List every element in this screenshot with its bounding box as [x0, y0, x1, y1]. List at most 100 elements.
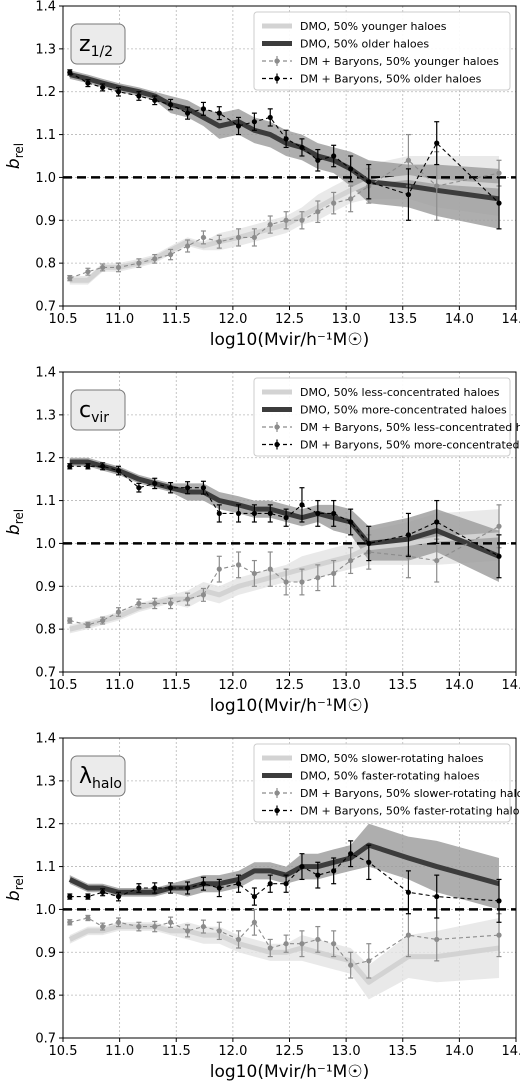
band-series-2: [69, 70, 500, 229]
y-axis-label: brel: [4, 875, 26, 901]
data-point: [405, 191, 412, 198]
data-point: [200, 234, 207, 241]
data-point: [85, 622, 91, 628]
data-point: [136, 923, 142, 930]
series-line-3: [69, 917, 500, 966]
data-point: [348, 166, 354, 172]
chart-panel-1: 10.5 11.0 11.5 12.0 12.5 13.0 13.5 14.0 14.5 0.7 0…: [4, 0, 520, 350]
data-point: [434, 936, 440, 943]
data-point: [366, 179, 372, 185]
data-point: [315, 157, 321, 163]
panel-label-main: λ: [79, 764, 92, 789]
x-axis-label-text: log10(Mvir/h⁻¹M☉): [210, 330, 369, 350]
y-tick-label: 1.3: [35, 42, 56, 57]
y-axis-label-main: b: [4, 524, 24, 535]
legend-entry-3: DM + Baryons, 50% younger haloes: [300, 55, 499, 68]
data-point: [115, 467, 122, 474]
data-point: [200, 592, 207, 598]
y-tick-label: 0.7: [35, 1032, 56, 1047]
data-point: [216, 566, 222, 572]
data-point: [348, 557, 354, 564]
data-point: [115, 264, 122, 271]
data-point: [331, 570, 337, 577]
data-point: [167, 485, 174, 491]
data-point: [167, 101, 174, 108]
panel-label-sub: halo: [92, 776, 122, 792]
data-point: [315, 510, 321, 517]
x-tick-label: 12.5: [275, 312, 304, 327]
legend-entry-4: DM + Baryons, 50% faster-rotating haloes: [300, 805, 520, 818]
legend-entry-3: DM + Baryons, 50% slower-rotating haloes: [300, 787, 520, 800]
data-point: [496, 932, 502, 938]
data-point: [267, 566, 273, 572]
data-point: [152, 923, 158, 930]
legend: [253, 11, 511, 91]
data-point: [152, 480, 158, 487]
x-tick-label: 13.0: [332, 1044, 361, 1059]
data-point: [136, 600, 142, 607]
data-point: [251, 919, 257, 925]
data-point: [100, 463, 106, 469]
y-tick-label: 0.9: [35, 946, 56, 961]
data-point: [136, 93, 142, 99]
y-tick-label: 0.7: [35, 300, 56, 315]
data-point: [184, 928, 191, 934]
x-tick-label: 11.5: [162, 312, 191, 327]
y-tick-label: 0.8: [35, 623, 56, 638]
data-point: [434, 519, 440, 525]
data-point: [251, 570, 257, 577]
y-tick-label: 1.3: [35, 408, 56, 423]
x-axis-label: log10(Mvir/h⁻¹M☉): [210, 330, 369, 350]
legend-entry-2: DMO, 50% faster-rotating haloes: [300, 770, 480, 783]
data-point: [366, 859, 372, 865]
data-point: [434, 557, 440, 564]
legend-entry-2: DMO, 50% older haloes: [300, 38, 429, 51]
data-point: [216, 110, 222, 116]
data-point: [184, 485, 191, 491]
y-tick-label: 1.2: [35, 817, 56, 832]
panel-label: λhalo: [79, 764, 122, 792]
data-point: [85, 463, 91, 469]
x-tick-label: 11.5: [162, 678, 191, 693]
data-point: [331, 510, 337, 517]
data-point: [251, 510, 257, 517]
data-point: [67, 893, 73, 900]
data-point: [67, 463, 73, 469]
y-tick-label: 1.0: [35, 537, 56, 552]
x-tick-label: 14.0: [445, 678, 474, 693]
data-point: [216, 928, 222, 934]
data-point: [283, 881, 289, 887]
data-point: [299, 217, 305, 223]
data-point: [235, 510, 242, 517]
data-point: [167, 919, 174, 925]
plot-area: [63, 823, 516, 1000]
x-tick-label: 11.0: [105, 678, 134, 693]
series-line-4: [69, 853, 500, 902]
data-point: [348, 196, 354, 202]
panel-label-main: c: [79, 398, 91, 423]
data-point: [200, 881, 207, 887]
y-axis-label-sub: rel: [12, 143, 26, 158]
data-point: [152, 256, 158, 262]
data-point: [496, 170, 502, 176]
panel-label-sub: vir: [91, 410, 109, 426]
series-line-3: [69, 159, 500, 279]
series-line-2: [69, 459, 500, 559]
series-line-4: [69, 71, 500, 204]
data-point: [348, 851, 354, 857]
data-point: [434, 893, 440, 900]
data-point: [184, 885, 191, 891]
series-line-2: [68, 842, 500, 895]
x-tick-label: 14.0: [445, 1044, 474, 1059]
data-point: [100, 923, 106, 930]
data-point: [267, 881, 273, 887]
data-point: [299, 144, 305, 151]
y-tick-label: 1.0: [35, 903, 56, 918]
plot-area: [63, 69, 516, 285]
data-point: [235, 562, 242, 568]
series-line-4: [69, 465, 500, 557]
y-tick-label: 0.9: [35, 214, 56, 229]
x-tick-label: 12.5: [275, 1044, 304, 1059]
plot-area: [63, 457, 516, 634]
data-point: [434, 183, 440, 189]
